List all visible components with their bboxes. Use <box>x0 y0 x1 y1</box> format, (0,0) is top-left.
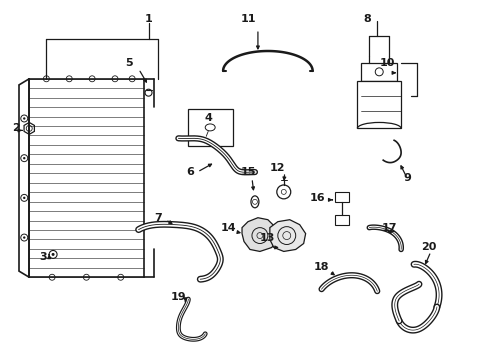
Circle shape <box>52 253 55 256</box>
Circle shape <box>23 237 25 239</box>
Polygon shape <box>242 218 277 251</box>
Text: 8: 8 <box>363 14 370 24</box>
Circle shape <box>23 197 25 199</box>
Text: 17: 17 <box>381 222 396 233</box>
Text: 20: 20 <box>420 243 436 252</box>
Text: 14: 14 <box>220 222 235 233</box>
Ellipse shape <box>250 196 258 208</box>
Text: 7: 7 <box>154 213 162 223</box>
Bar <box>188 109 233 146</box>
Bar <box>357 81 400 129</box>
Text: 12: 12 <box>269 163 285 173</box>
Text: 13: 13 <box>260 233 275 243</box>
Text: 9: 9 <box>402 173 410 183</box>
Bar <box>335 215 349 225</box>
Circle shape <box>23 117 25 120</box>
Text: 18: 18 <box>313 262 328 272</box>
Text: 5: 5 <box>124 58 132 68</box>
Text: 4: 4 <box>204 113 212 123</box>
Text: 19: 19 <box>170 292 186 302</box>
Text: 3: 3 <box>39 252 47 262</box>
Text: 16: 16 <box>309 193 325 203</box>
Polygon shape <box>269 220 305 251</box>
Bar <box>335 192 349 202</box>
Text: 10: 10 <box>379 58 394 68</box>
Text: 2: 2 <box>12 123 20 134</box>
Text: 15: 15 <box>240 167 255 177</box>
Ellipse shape <box>205 124 215 131</box>
Text: 6: 6 <box>186 167 194 177</box>
Bar <box>361 63 396 81</box>
Text: 1: 1 <box>144 14 152 24</box>
Circle shape <box>23 157 25 159</box>
Text: 11: 11 <box>240 14 255 24</box>
